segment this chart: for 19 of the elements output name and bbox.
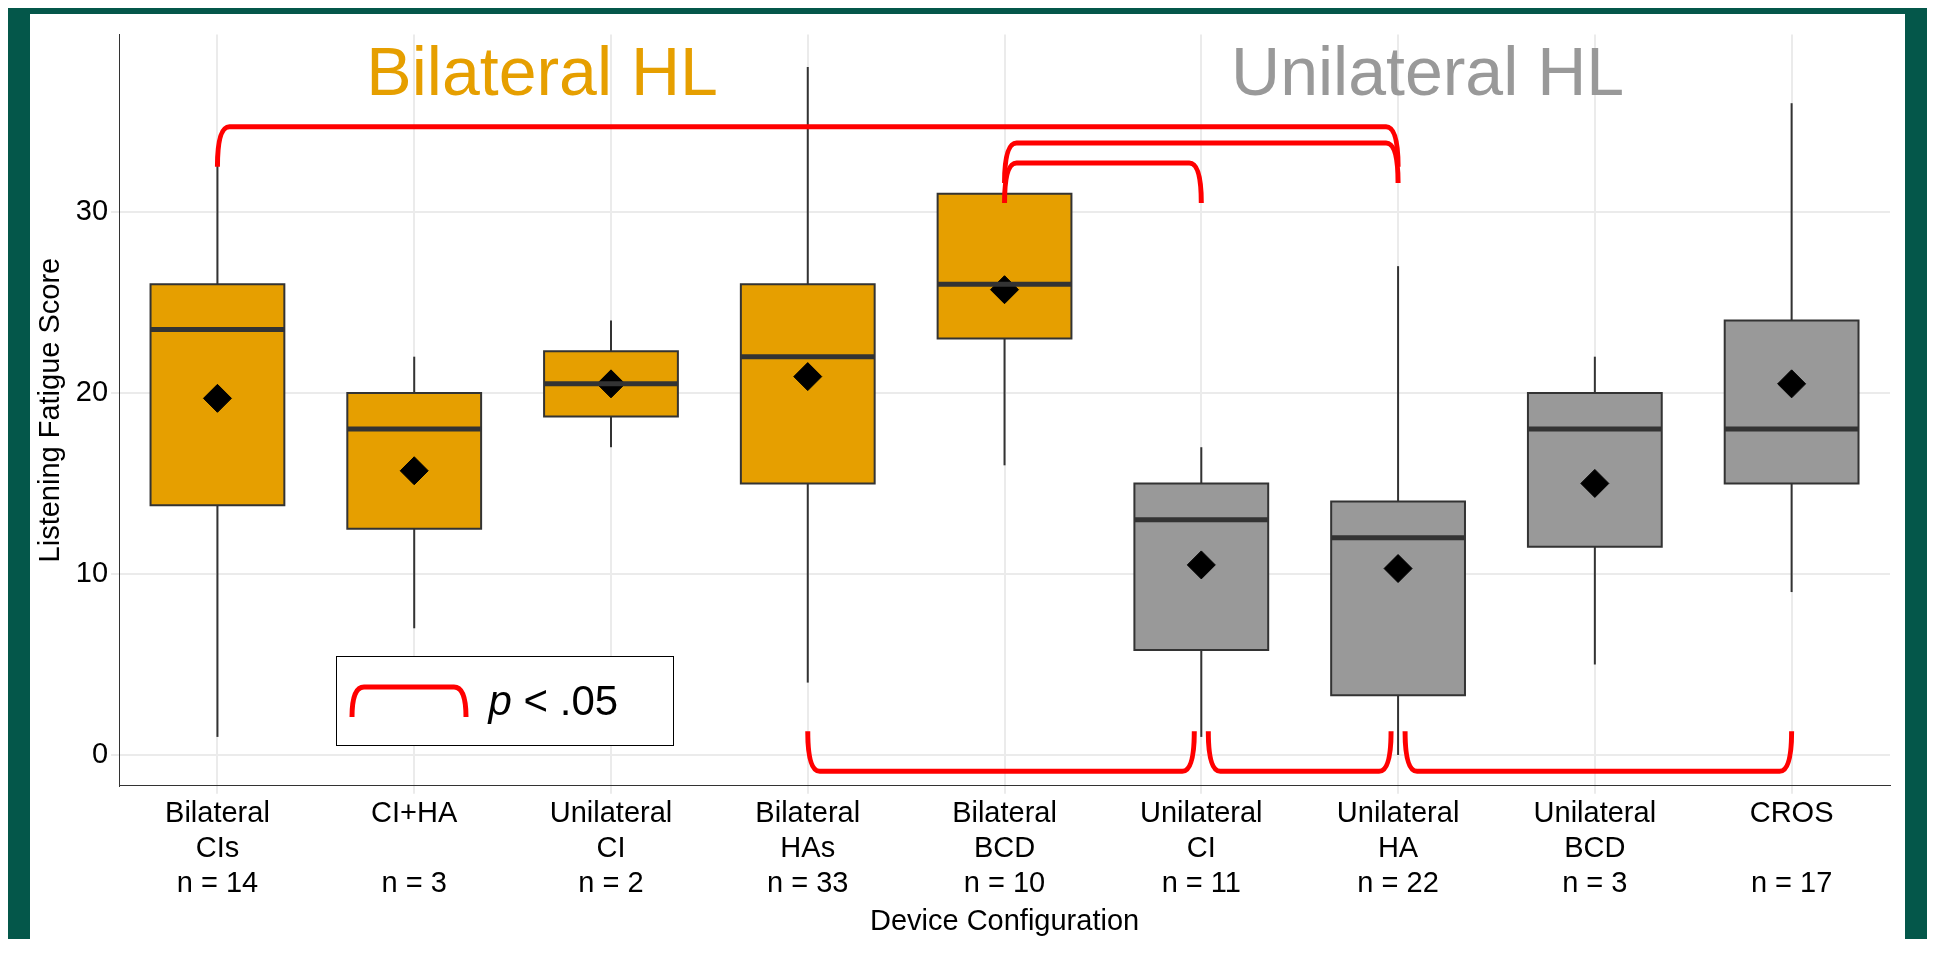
x-tick-label: Unilateral BCD n = 3 xyxy=(1533,796,1657,898)
key-box: p < .05 xyxy=(335,655,674,746)
y-tick-label: 10 xyxy=(75,555,109,588)
y-tick-label: 30 xyxy=(75,193,109,226)
x-tick-label: Unilateral CI n = 11 xyxy=(1140,796,1263,898)
category-label: CI+HA n = 3 xyxy=(371,796,458,898)
x-tick-label: Bilateral CIs n = 14 xyxy=(165,796,270,898)
x-tick-label: Bilateral HAs n = 33 xyxy=(755,796,861,898)
y-tick-label: 20 xyxy=(75,374,109,407)
annotation: p < .05 xyxy=(488,676,619,725)
y-axis-title: Listening Fatigue Score xyxy=(33,257,66,563)
x-tick-label: Unilateral HA n = 22 xyxy=(1336,796,1460,898)
annotation: Unilateral HL xyxy=(1231,33,1625,110)
y-tick-label: 0 xyxy=(91,737,109,770)
annotation: Bilateral HL xyxy=(366,33,718,110)
x-tick-label: Unilateral CI n = 2 xyxy=(549,796,673,898)
category-label: CROS n = 17 xyxy=(1749,796,1834,898)
x-axis-title: Device Configuration xyxy=(869,903,1140,936)
x-tick-label: Bilateral BCD n = 10 xyxy=(952,796,1057,898)
